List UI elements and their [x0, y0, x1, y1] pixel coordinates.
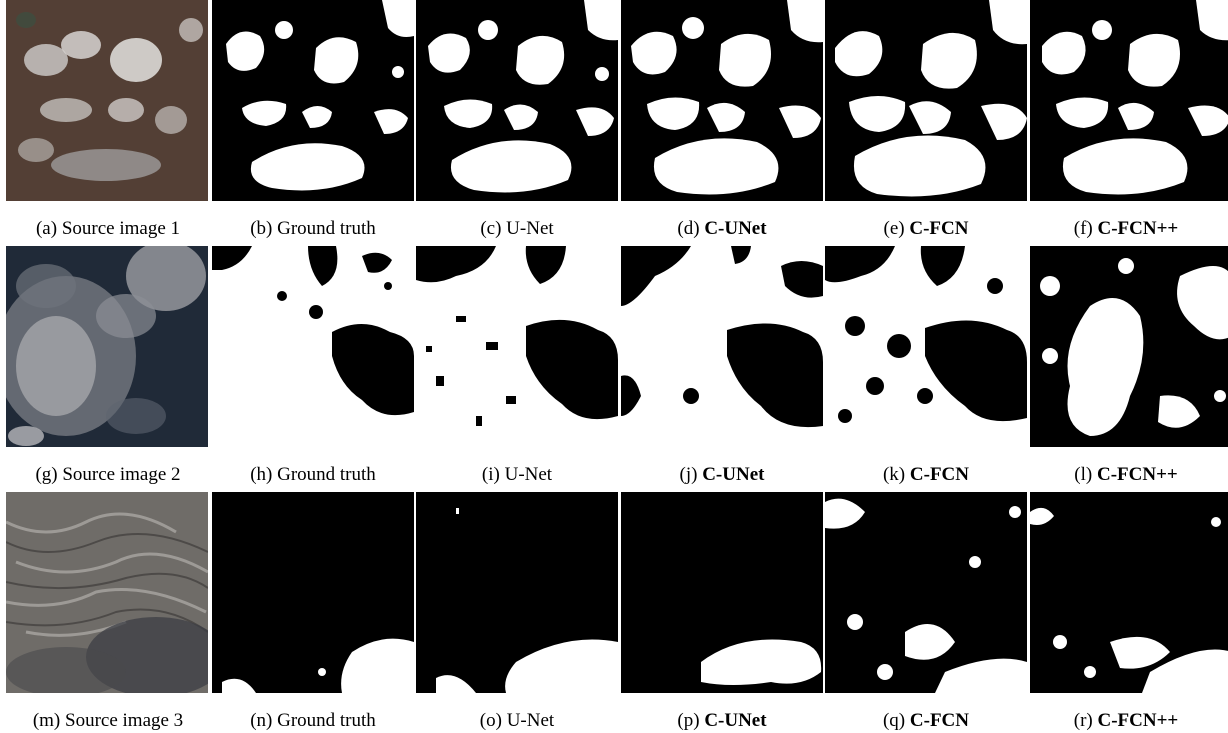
mask-graphic	[1030, 492, 1228, 693]
cfcn-mask-1	[825, 0, 1027, 201]
cfcnpp-mask-2	[1030, 246, 1228, 447]
panel-caption: (k) C-FCN	[882, 464, 969, 485]
panel-caption: (m) Source image 3	[32, 710, 184, 731]
cunet-mask-2	[621, 246, 823, 447]
source-image-1	[6, 0, 208, 201]
cfcnpp-mask-3	[1030, 492, 1228, 693]
panel-caption: (h) Ground truth	[250, 464, 376, 485]
mask-graphic	[212, 246, 414, 447]
panel-caption: (c) U-Net	[480, 218, 554, 239]
source-image-3	[6, 492, 208, 693]
panel-caption: (i) U-Net	[481, 464, 553, 485]
unet-mask-1	[416, 0, 618, 201]
mask-graphic	[621, 246, 823, 447]
mask-graphic	[212, 0, 414, 201]
mask-graphic	[416, 0, 618, 201]
cunet-mask-1	[621, 0, 823, 201]
mask-graphic	[621, 492, 823, 693]
source-image-2	[6, 246, 208, 447]
ground-truth-mask-2	[212, 246, 414, 447]
unet-mask-2	[416, 246, 618, 447]
mask-graphic	[416, 246, 618, 447]
panel-caption: (l) C-FCN++	[1074, 464, 1178, 485]
panel-caption: (b) Ground truth	[250, 218, 376, 239]
source-image-1-graphic	[6, 0, 208, 201]
mask-graphic	[1030, 0, 1228, 201]
mask-graphic	[825, 492, 1027, 693]
ground-truth-mask-1	[212, 0, 414, 201]
mask-graphic	[1030, 246, 1228, 447]
mask-graphic	[212, 492, 414, 693]
panel-caption: (d) C-UNet	[677, 218, 767, 239]
panel-caption: (f) C-FCN++	[1073, 218, 1179, 239]
panel-caption: (j) C-UNet	[679, 464, 765, 485]
mask-graphic	[825, 0, 1027, 201]
mask-graphic	[825, 246, 1027, 447]
ground-truth-mask-3	[212, 492, 414, 693]
source-image-2-graphic	[6, 246, 208, 447]
panel-caption: (r) C-FCN++	[1073, 710, 1179, 731]
cfcn-mask-3	[825, 492, 1027, 693]
mask-graphic	[416, 492, 618, 693]
unet-mask-3	[416, 492, 618, 693]
panel-caption: (p) C-UNet	[677, 710, 767, 731]
mask-graphic	[621, 0, 823, 201]
panel-caption: (n) Ground truth	[250, 710, 376, 731]
panel-caption: (q) C-FCN	[882, 710, 969, 731]
panel-caption: (g) Source image 2	[35, 464, 181, 485]
panel-caption: (o) U-Net	[479, 710, 555, 731]
panel-caption: (e) C-FCN	[883, 218, 969, 239]
cfcn-mask-2	[825, 246, 1027, 447]
panel-caption: (a) Source image 1	[35, 218, 181, 239]
cunet-mask-3	[621, 492, 823, 693]
source-image-3-graphic	[6, 492, 208, 693]
cfcnpp-mask-1	[1030, 0, 1228, 201]
